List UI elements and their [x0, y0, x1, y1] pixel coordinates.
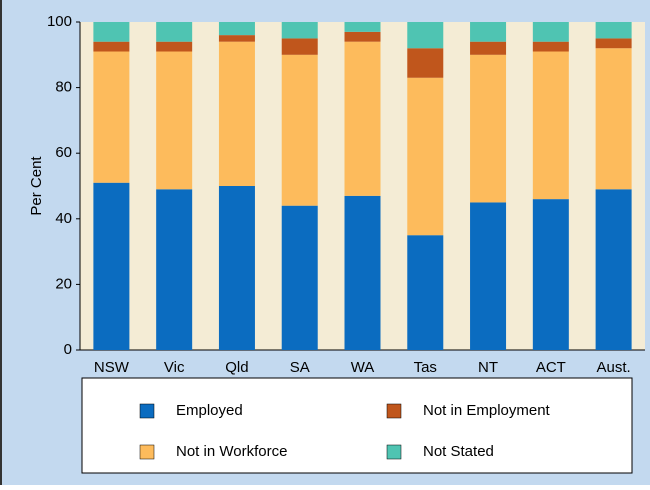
bar-segment — [281, 22, 318, 39]
y-tick-label: 60 — [55, 144, 72, 161]
bar-segment — [470, 41, 507, 55]
bar-segment — [595, 22, 632, 39]
x-tick-label: SA — [290, 359, 310, 376]
legend — [81, 377, 633, 474]
bar-segment — [470, 54, 507, 203]
bar-segment — [281, 54, 318, 206]
bar-segment — [156, 189, 193, 350]
x-tick-label: Tas — [414, 359, 437, 376]
bar-segment — [93, 41, 130, 52]
bar-segment — [93, 182, 130, 350]
x-tick-label: NT — [478, 359, 498, 376]
bar-segment — [156, 22, 193, 42]
legend-swatch — [139, 444, 155, 460]
x-tick-label: NSW — [94, 359, 130, 376]
bar-segment — [470, 202, 507, 350]
bar-segment — [407, 235, 444, 350]
bar-segment — [281, 205, 318, 350]
legend-label: Not in Employment — [423, 402, 551, 419]
bar-segment — [595, 48, 632, 190]
bar-segment — [532, 22, 569, 42]
bar-segment — [407, 77, 444, 236]
x-tick-label: Vic — [164, 359, 185, 376]
bar-segment — [407, 48, 444, 78]
x-tick-label: WA — [351, 359, 375, 376]
bar-segment — [344, 31, 381, 42]
bar-segment — [532, 41, 569, 52]
bar-segment — [344, 195, 381, 350]
bar-segment — [93, 51, 130, 183]
legend-swatch — [386, 444, 402, 460]
bar-segment — [218, 41, 255, 187]
bar-segment — [344, 22, 381, 32]
frame-edge — [0, 0, 2, 485]
y-tick-label: 80 — [55, 79, 72, 96]
legend-label: Not in Workforce — [176, 443, 287, 460]
y-tick-label: 0 — [64, 341, 72, 358]
legend-swatch — [386, 403, 402, 419]
bar-segment — [218, 22, 255, 36]
bar-segment — [156, 51, 193, 190]
x-tick-label: Aust. — [597, 359, 631, 376]
bar-segment — [532, 199, 569, 350]
bar-segment — [407, 22, 444, 49]
y-tick-label: 100 — [47, 13, 72, 30]
bar-segment — [532, 51, 569, 200]
bar-segment — [156, 41, 193, 52]
bar-segment — [218, 35, 255, 42]
bar-segment — [470, 22, 507, 42]
x-tick-label: Qld — [225, 359, 248, 376]
bar-segment — [344, 41, 381, 196]
x-tick-label: ACT — [536, 359, 566, 376]
y-tick-label: 20 — [55, 275, 72, 292]
legend-label: Not Stated — [423, 443, 494, 460]
bar-segment — [93, 22, 130, 42]
legend-swatch — [139, 403, 155, 419]
bar-segment — [595, 38, 632, 49]
y-axis-label: Per Cent — [28, 156, 45, 216]
bar-segment — [281, 38, 318, 55]
bar-segment — [595, 189, 632, 350]
legend-label: Employed — [176, 402, 243, 419]
bar-segment — [218, 186, 255, 350]
y-tick-label: 40 — [55, 210, 72, 227]
